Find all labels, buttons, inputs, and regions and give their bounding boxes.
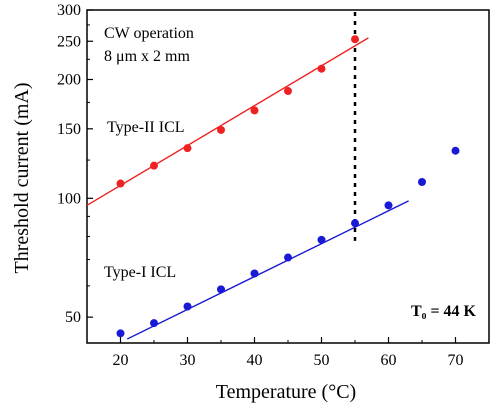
x-tick-labels: 20 30 40 50 60 70 <box>113 352 464 369</box>
data-point-series-1 <box>451 146 460 155</box>
fit-lines <box>86 37 409 340</box>
axis-ticks <box>86 9 490 343</box>
series-label-type-ii: Type-II ICL <box>107 119 185 136</box>
y-tick-label: 150 <box>57 121 81 138</box>
data-point-series-0 <box>150 161 158 170</box>
y-tick-label: 300 <box>57 2 81 19</box>
annotation-operation-line1: CW operation <box>104 25 194 42</box>
x-tick-label: 40 <box>247 352 263 369</box>
data-point-series-0 <box>317 64 326 73</box>
annotation-t0: T₀ = 44 K <box>411 303 477 320</box>
data-point-series-1 <box>317 235 326 244</box>
data-point-series-0 <box>284 87 292 96</box>
y-tick-label: 100 <box>57 190 81 207</box>
y-tick-labels: 50 100 150 200 250 300 <box>57 2 81 326</box>
x-tick-label: 70 <box>448 352 464 369</box>
data-point-series-1 <box>217 285 225 294</box>
data-point-series-0 <box>351 35 359 44</box>
y-axis-title: Threshold current (mA) <box>11 82 33 273</box>
data-point-series-1 <box>250 269 259 278</box>
x-tick-label: 50 <box>314 352 330 369</box>
x-tick-label: 60 <box>381 352 397 369</box>
x-tick-label: 30 <box>180 352 196 369</box>
data-point-series-1 <box>183 302 192 311</box>
data-point-series-0 <box>250 106 259 115</box>
y-tick-label: 200 <box>57 72 81 89</box>
data-point-series-1 <box>116 329 125 338</box>
data-points <box>116 35 460 338</box>
data-point-series-1 <box>418 177 426 186</box>
series-label-type-i: Type-I ICL <box>104 264 176 281</box>
data-point-series-0 <box>217 125 225 134</box>
data-point-series-1 <box>384 201 393 210</box>
data-point-series-1 <box>150 319 158 328</box>
data-point-series-0 <box>183 144 192 153</box>
x-tick-label: 20 <box>113 352 129 369</box>
y-tick-label: 250 <box>57 33 81 50</box>
x-axis-title: Temperature (°C) <box>216 381 356 403</box>
y-tick-label: 50 <box>65 309 81 326</box>
data-point-series-1 <box>284 253 292 262</box>
annotation-operation-line2: 8 μm x 2 mm <box>104 48 190 65</box>
fit-line-series-1 <box>126 200 409 340</box>
data-point-series-1 <box>351 219 359 228</box>
data-point-series-0 <box>116 179 125 188</box>
